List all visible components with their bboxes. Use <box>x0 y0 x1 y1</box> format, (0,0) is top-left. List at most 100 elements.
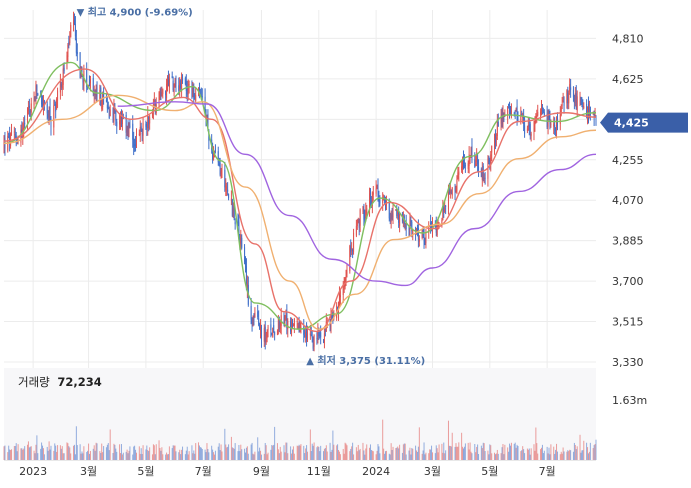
candle-body <box>73 19 75 24</box>
candle-body <box>390 213 392 222</box>
volume-bar <box>204 449 206 460</box>
volume-bars <box>3 419 597 460</box>
volume-bar <box>352 442 354 460</box>
volume-bar <box>167 454 169 460</box>
candle-body <box>534 120 536 126</box>
volume-bar <box>323 448 325 460</box>
volume-bar <box>509 443 511 460</box>
candle-body <box>95 88 97 95</box>
candle-body <box>30 103 32 113</box>
volume-bar <box>69 447 71 460</box>
volume-bar <box>182 446 184 460</box>
volume-bar <box>253 454 255 460</box>
candle-body <box>60 83 62 87</box>
candle-body <box>92 78 94 93</box>
x-tick-label: 11월 <box>307 465 331 478</box>
volume-bar <box>232 447 234 460</box>
volume-bar <box>416 450 418 460</box>
candle-body <box>553 123 555 127</box>
candle-body <box>16 136 18 142</box>
price-axis: 4,8104,6254,4404,2554,0703,8853,7003,515… <box>612 32 644 369</box>
volume-bar <box>219 450 221 460</box>
volume-bar <box>284 452 286 460</box>
volume-bar <box>329 442 331 460</box>
candle-body <box>309 333 311 335</box>
volume-bar <box>534 450 536 460</box>
volume-bar <box>75 426 77 460</box>
candle-body <box>263 328 265 342</box>
volume-bar <box>87 450 89 460</box>
candle-body <box>287 320 289 330</box>
candle-body <box>500 116 502 124</box>
volume-bar <box>331 449 333 460</box>
volume-bar <box>488 454 490 460</box>
candle-body <box>8 133 10 135</box>
volume-bar <box>385 450 387 460</box>
candle-body <box>193 87 195 100</box>
volume-bar <box>375 454 377 460</box>
volume-bar <box>422 450 424 460</box>
volume-bar <box>260 450 262 460</box>
candle-body <box>581 98 583 104</box>
volume-bar <box>55 445 57 460</box>
candle-body <box>43 101 45 105</box>
volume-bar <box>357 444 359 460</box>
volume-bar <box>53 450 55 460</box>
volume-bar <box>395 447 397 460</box>
volume-bar <box>73 444 75 460</box>
candle-body <box>82 77 84 83</box>
candle-body <box>33 97 35 106</box>
volume-bar <box>154 454 156 460</box>
volume-bar <box>303 445 305 460</box>
candle-body <box>113 106 115 122</box>
candle-body <box>484 177 486 179</box>
candles <box>3 11 597 352</box>
candle-body <box>120 114 122 126</box>
candle-body <box>221 168 223 172</box>
volume-bar <box>250 444 252 460</box>
candle-body <box>254 312 256 318</box>
volume-bar <box>80 453 82 460</box>
volume-bar <box>47 450 49 460</box>
volume-bar <box>180 454 182 460</box>
candle-body <box>165 90 167 96</box>
candle-body <box>250 305 252 320</box>
volume-bar <box>153 445 155 460</box>
candle-body <box>158 92 160 106</box>
volume-bar <box>244 448 246 460</box>
volume-bar <box>390 443 392 460</box>
candle-body <box>192 85 194 98</box>
candle-body <box>3 140 5 145</box>
volume-bar <box>555 449 557 460</box>
candle-body <box>166 83 168 98</box>
candle-body <box>456 179 458 191</box>
volume-bar <box>116 451 118 460</box>
volume-bar <box>325 445 327 460</box>
candle-body <box>213 150 215 153</box>
volume-bar <box>221 451 223 460</box>
volume-bar <box>99 451 101 460</box>
volume-bar <box>68 446 70 460</box>
volume-bar <box>494 452 496 460</box>
volume-bar <box>128 450 130 460</box>
volume-bar <box>132 454 134 460</box>
candle-body <box>404 225 406 227</box>
volume-bar <box>224 428 226 460</box>
volume-bar <box>429 449 431 460</box>
volume-bar <box>467 442 469 460</box>
volume-bar <box>21 448 23 460</box>
candle-body <box>101 106 103 109</box>
candle-body <box>305 331 307 337</box>
candle-body <box>257 311 259 318</box>
candle-body <box>220 170 222 175</box>
volume-bar <box>4 445 6 460</box>
volume-bar <box>266 454 268 460</box>
candle-body <box>103 93 105 99</box>
candle-body <box>283 313 285 327</box>
volume-bar <box>424 454 426 460</box>
candle-body <box>573 94 575 103</box>
candle-body <box>451 187 453 196</box>
volume-bar <box>10 450 12 460</box>
